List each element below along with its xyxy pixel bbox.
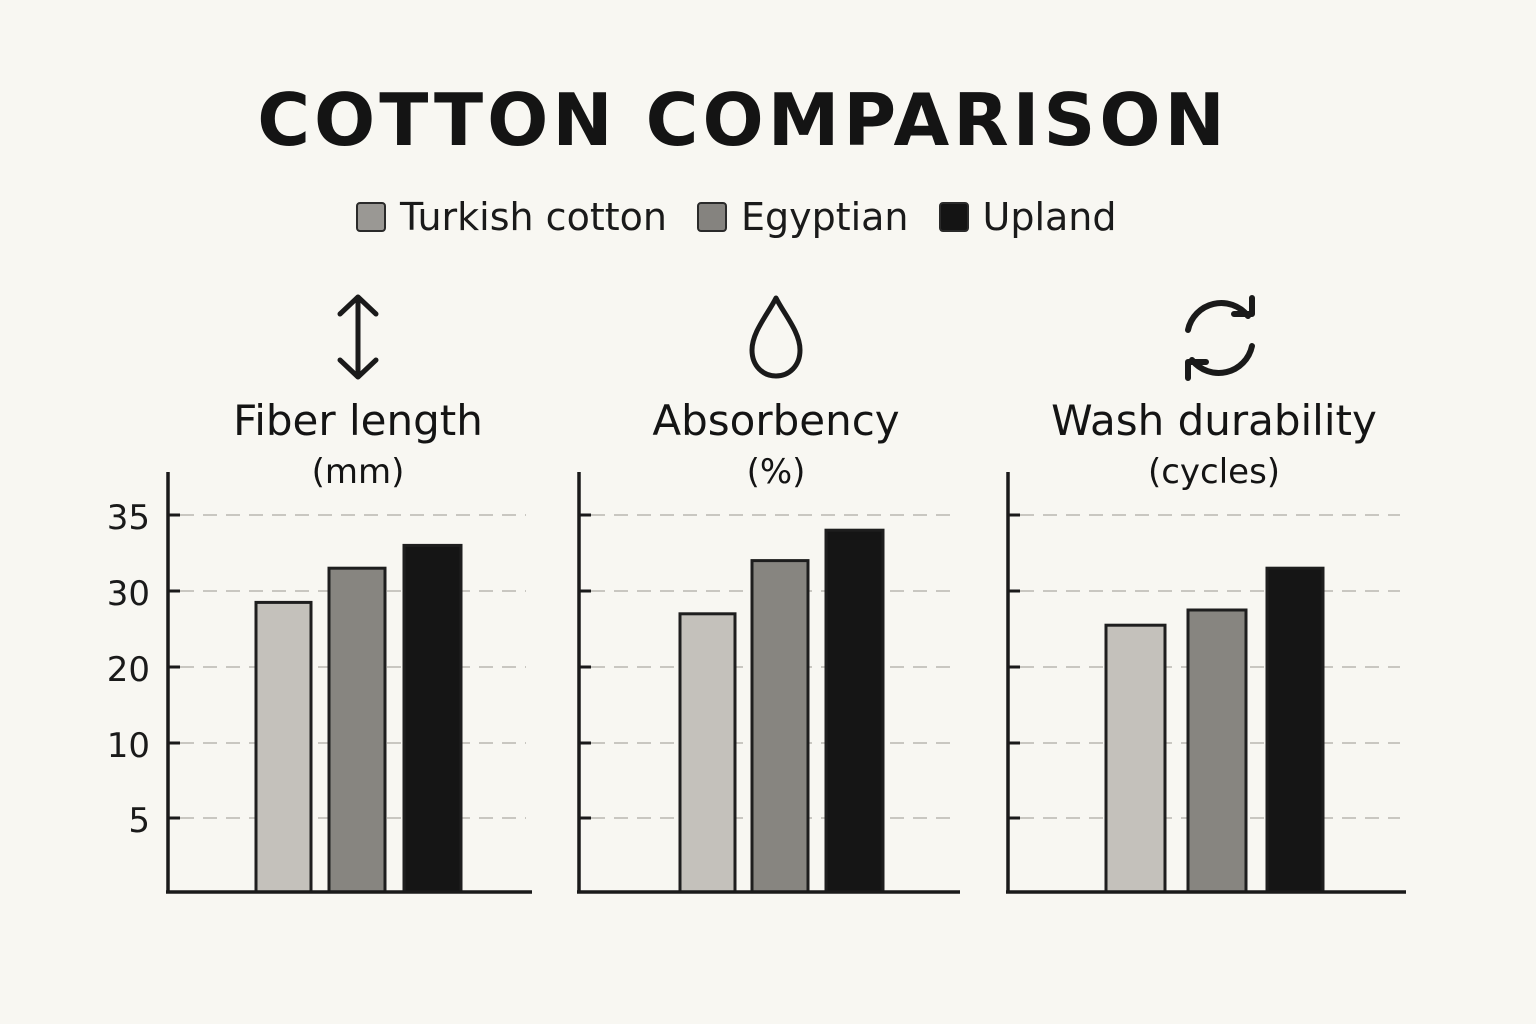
- legend-label-upland: Upland: [982, 195, 1117, 239]
- bar-1-turkish-cotton: [678, 612, 737, 894]
- panel-title-fiber-length: Fiber length: [233, 396, 483, 445]
- bar-0-egyptian: [327, 566, 387, 894]
- chart-title: COTTON COMPARISON: [257, 78, 1229, 162]
- bar-2-egyptian: [1186, 608, 1248, 894]
- panel-title-absorbency: Absorbency: [652, 396, 900, 445]
- bar-1-egyptian: [750, 559, 810, 894]
- legend-swatch-upland: [938, 202, 969, 232]
- legend-swatch-turkish: [356, 202, 386, 232]
- legend-swatch-egyptian: [696, 202, 727, 232]
- y-tick-label: 35: [107, 498, 150, 538]
- water-drop-icon: [749, 295, 803, 379]
- legend: Turkish cotton Egyptian Upland: [356, 192, 1147, 242]
- y-tick-label: 30: [107, 574, 150, 614]
- bar-1-upland: [824, 528, 885, 894]
- y-tick-label: 10: [107, 726, 150, 766]
- bar-0-upland: [402, 543, 463, 894]
- legend-item-turkish: Turkish cotton: [356, 195, 667, 239]
- refresh-cycle-icon: [1185, 295, 1255, 381]
- legend-item-upland: Upland: [938, 195, 1117, 239]
- y-tick-label: 5: [128, 801, 150, 841]
- vertical-arrows-icon: [337, 294, 379, 380]
- bar-2-upland: [1265, 566, 1325, 894]
- panel-unit-fiber-length: (mm): [311, 452, 405, 492]
- legend-item-egyptian: Egyptian: [696, 195, 909, 239]
- y-tick-label: 20: [107, 650, 150, 690]
- bar-0-turkish-cotton: [254, 600, 313, 894]
- legend-label-egyptian: Egyptian: [740, 195, 909, 239]
- legend-label-turkish: Turkish cotton: [400, 195, 667, 239]
- panel-title-wash-durability: Wash durability: [1051, 396, 1377, 445]
- panel-unit-absorbency: (%): [746, 452, 806, 492]
- bar-2-turkish-cotton: [1104, 623, 1167, 894]
- panel-unit-wash-durability: (cycles): [1147, 452, 1281, 492]
